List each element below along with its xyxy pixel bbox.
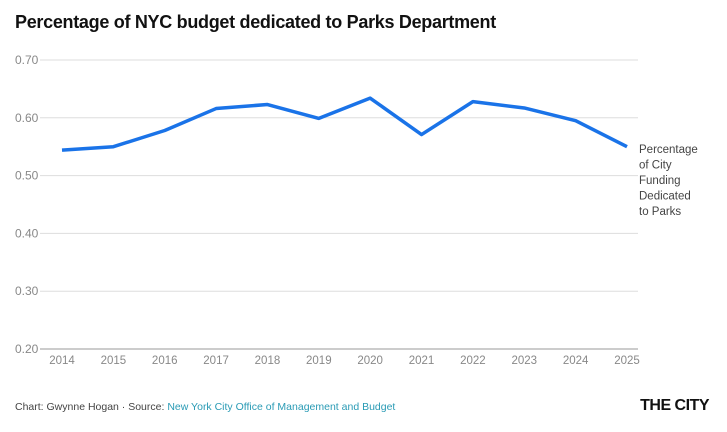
y-tick-label: 0.40 bbox=[15, 226, 39, 240]
chart-title: Percentage of NYC budget dedicated to Pa… bbox=[15, 12, 496, 32]
credit-line: Chart: Gwynne Hogan · Source: New York C… bbox=[15, 401, 395, 413]
y-tick-label: 0.60 bbox=[15, 111, 39, 125]
y-tick-label: 0.50 bbox=[15, 169, 39, 183]
series-label: of City bbox=[639, 160, 672, 172]
series-label: Percentage bbox=[639, 144, 698, 156]
x-tick-label: 2025 bbox=[614, 355, 640, 367]
x-tick-label: 2021 bbox=[409, 355, 435, 367]
x-tick-label: 2018 bbox=[255, 355, 281, 367]
source-link[interactable]: New York City Office of Management and B… bbox=[167, 401, 396, 413]
x-tick-label: 2020 bbox=[357, 355, 383, 367]
x-tick-label: 2014 bbox=[49, 355, 75, 367]
x-tick-label: 2015 bbox=[101, 355, 127, 367]
series-label: Funding bbox=[639, 175, 681, 187]
x-tick-label: 2016 bbox=[152, 355, 178, 367]
the-city-logo: THE CITY bbox=[640, 397, 709, 414]
x-tick-label: 2023 bbox=[511, 355, 537, 367]
y-tick-label: 0.30 bbox=[15, 284, 39, 298]
series-label: to Parks bbox=[639, 206, 681, 218]
x-tick-label: 2024 bbox=[563, 355, 589, 367]
y-tick-label: 0.20 bbox=[15, 342, 39, 356]
x-tick-label: 2017 bbox=[203, 355, 229, 367]
credit-text: Chart: Gwynne Hogan · Source: bbox=[15, 401, 168, 413]
x-tick-label: 2019 bbox=[306, 355, 332, 367]
series-label: Dedicated bbox=[639, 191, 691, 203]
series-line bbox=[61, 96, 628, 152]
x-tick-label: 2022 bbox=[460, 355, 486, 367]
y-tick-label: 0.70 bbox=[15, 53, 39, 67]
